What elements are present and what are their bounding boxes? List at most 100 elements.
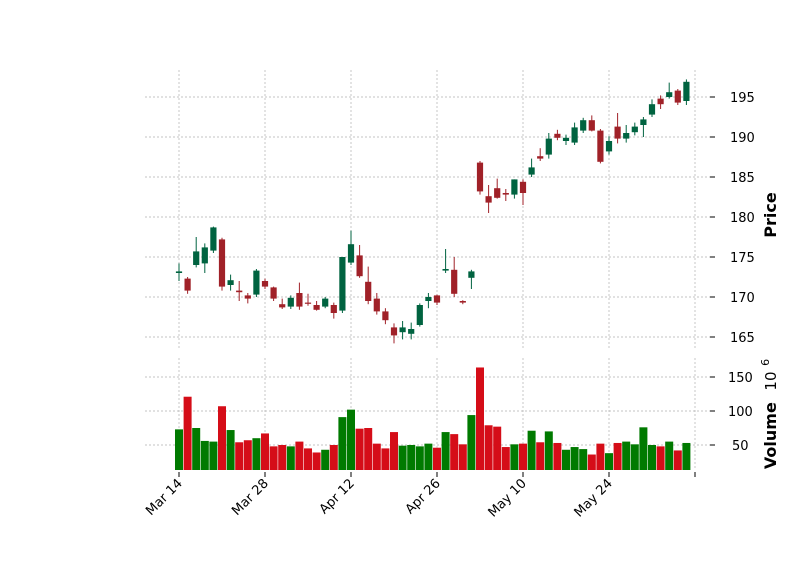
volume-bar <box>631 444 639 470</box>
candle-body <box>400 327 406 332</box>
candle-body <box>193 251 199 265</box>
volume-bar <box>433 448 441 470</box>
volume-bar <box>588 455 596 470</box>
x-tick-label: Mar 28 <box>229 476 272 519</box>
volume-bar <box>545 431 553 470</box>
volume-bar <box>682 443 690 470</box>
volume-bar <box>674 450 682 470</box>
price-tick-label: 195 <box>730 91 755 106</box>
volume-bar <box>502 447 510 470</box>
volume-bar <box>622 442 630 470</box>
x-tick-label: Apr 12 <box>317 476 358 517</box>
volume-bar <box>373 444 381 470</box>
candle-body <box>322 299 328 307</box>
volume-bar <box>639 427 647 470</box>
volume-bar <box>657 446 665 470</box>
x-tick-label: May 24 <box>572 476 616 520</box>
candle-body <box>365 282 371 301</box>
candle-body <box>185 279 191 291</box>
candle-body <box>623 133 629 139</box>
candle-body <box>339 257 345 311</box>
volume-bar <box>416 446 424 470</box>
candle-body <box>443 269 449 271</box>
candle-body <box>176 271 182 273</box>
candle-body <box>675 91 681 103</box>
volume-bar <box>252 438 260 470</box>
candle-body <box>451 270 457 294</box>
candle-body <box>486 196 492 202</box>
volume-bar <box>218 406 226 470</box>
volume-bar <box>579 449 587 470</box>
candle-body <box>245 295 251 298</box>
volume-bar <box>321 450 329 470</box>
candle-body <box>382 311 388 320</box>
volume-bar <box>493 427 501 470</box>
candle-body <box>202 247 208 263</box>
volume-bar <box>338 417 346 470</box>
volume-tick-label: 50 <box>732 439 749 454</box>
candle-body <box>580 120 586 130</box>
volume-bar <box>278 445 286 470</box>
candle-body <box>529 167 535 174</box>
volume-bar <box>648 445 656 470</box>
volume-bar <box>399 446 407 470</box>
volume-bar <box>192 428 200 470</box>
candle-body <box>210 227 216 250</box>
candle-body <box>417 305 423 325</box>
volume-bar <box>536 442 544 470</box>
volume-tick-label: 150 <box>728 371 753 386</box>
volume-bar <box>596 444 604 470</box>
candle-body <box>606 141 612 151</box>
volume-bar <box>459 444 467 470</box>
candle-body <box>408 329 414 334</box>
candle-body <box>331 305 337 313</box>
candle-body <box>425 297 431 301</box>
candle-body <box>520 182 526 193</box>
volume-bar <box>235 442 243 470</box>
volume-bar <box>467 415 475 470</box>
candle-body <box>374 299 380 312</box>
volume-bar <box>605 453 613 470</box>
volume-multiplier-exponent: 6 <box>759 359 772 366</box>
price-tick-label: 165 <box>730 331 755 346</box>
volume-bar <box>519 444 527 470</box>
volume-bar <box>261 433 269 470</box>
volume-bar <box>442 432 450 470</box>
candle-body <box>348 244 354 262</box>
candle-body <box>228 280 234 285</box>
volume-bar <box>665 442 673 470</box>
volume-bar <box>304 448 312 470</box>
price-axis-label: Price <box>761 192 780 238</box>
candle-body <box>597 131 603 162</box>
volume-bar <box>330 445 338 470</box>
x-tick-label: May 10 <box>486 476 530 520</box>
candle-body <box>563 138 569 141</box>
candle-body <box>615 127 621 139</box>
candle-body <box>236 291 242 293</box>
candle-body <box>305 303 311 304</box>
candle-body <box>546 139 552 155</box>
price-candles <box>176 79 690 343</box>
candle-body <box>314 305 320 310</box>
candle-body <box>477 163 483 192</box>
volume-bar <box>510 444 518 470</box>
volume-bar <box>485 425 493 470</box>
volume-bar <box>390 432 398 470</box>
price-tick-label: 185 <box>730 171 755 186</box>
volume-bar <box>287 446 295 470</box>
volume-axis-label-text: Volume <box>761 402 780 469</box>
volume-bar <box>175 429 183 470</box>
volume-bar <box>244 440 252 470</box>
volume-bar <box>347 410 355 470</box>
price-tick-label: 175 <box>730 251 755 266</box>
candle-body <box>683 82 689 101</box>
candle-body <box>589 120 595 130</box>
volume-bar <box>313 452 321 470</box>
candle-body <box>279 304 285 307</box>
volume-axis-label: Volume 10 6 <box>759 359 780 469</box>
volume-bar <box>407 445 415 470</box>
candle-body <box>253 271 259 295</box>
grid-lines <box>145 70 710 470</box>
volume-bar <box>184 397 192 470</box>
volume-multiplier-base: 10 <box>762 372 780 391</box>
